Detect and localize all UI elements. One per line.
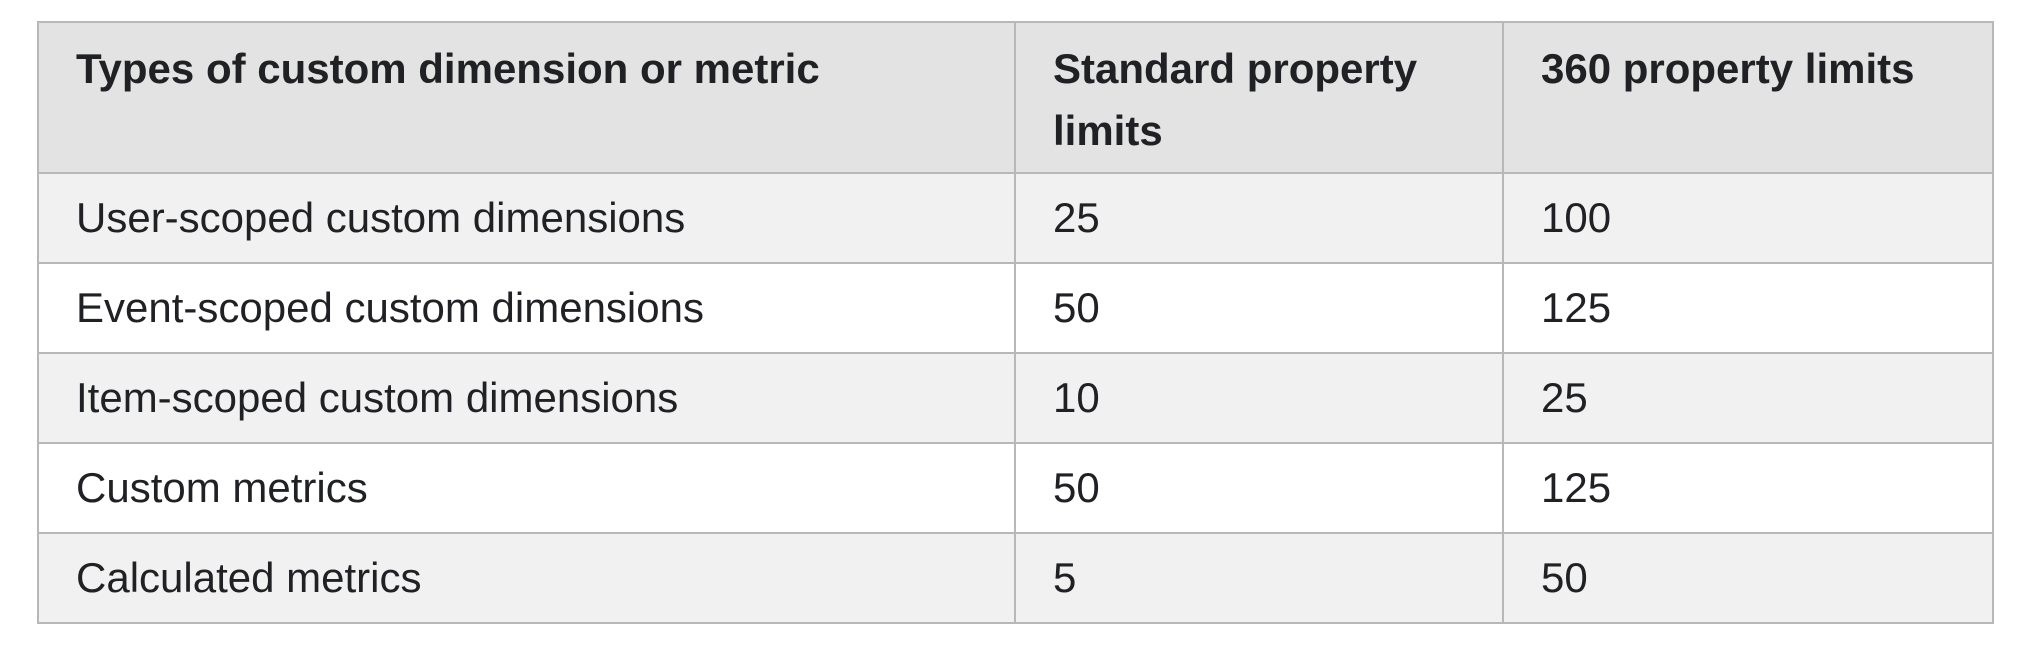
cell-360-limit: 50 <box>1502 532 1994 624</box>
cell-type: Event-scoped custom dimensions <box>37 262 1016 354</box>
table-row: Custom metrics 50 125 <box>37 442 1994 534</box>
table-row: User-scoped custom dimensions 25 100 <box>37 172 1994 264</box>
header-360-limits: 360 property limits <box>1502 21 1994 174</box>
table-row: Item-scoped custom dimensions 10 25 <box>37 352 1994 444</box>
header-standard-limits: Standard property limits <box>1014 21 1504 174</box>
header-row: Types of custom dimension or metric Stan… <box>37 21 1994 174</box>
cell-360-limit: 125 <box>1502 262 1994 354</box>
cell-standard-limit: 5 <box>1014 532 1504 624</box>
custom-definitions-limits-table-container: Types of custom dimension or metric Stan… <box>37 21 1994 624</box>
cell-360-limit: 25 <box>1502 352 1994 444</box>
custom-definitions-limits-table: Types of custom dimension or metric Stan… <box>37 21 1994 624</box>
table-row: Event-scoped custom dimensions 50 125 <box>37 262 1994 354</box>
table-row: Calculated metrics 5 50 <box>37 532 1994 624</box>
cell-standard-limit: 50 <box>1014 262 1504 354</box>
table-header: Types of custom dimension or metric Stan… <box>37 21 1994 174</box>
cell-type: User-scoped custom dimensions <box>37 172 1016 264</box>
cell-360-limit: 100 <box>1502 172 1994 264</box>
cell-standard-limit: 10 <box>1014 352 1504 444</box>
cell-type: Calculated metrics <box>37 532 1016 624</box>
cell-standard-limit: 25 <box>1014 172 1504 264</box>
cell-type: Custom metrics <box>37 442 1016 534</box>
cell-type: Item-scoped custom dimensions <box>37 352 1016 444</box>
cell-360-limit: 125 <box>1502 442 1994 534</box>
cell-standard-limit: 50 <box>1014 442 1504 534</box>
header-type: Types of custom dimension or metric <box>37 21 1016 174</box>
table-body: User-scoped custom dimensions 25 100 Eve… <box>37 172 1994 624</box>
